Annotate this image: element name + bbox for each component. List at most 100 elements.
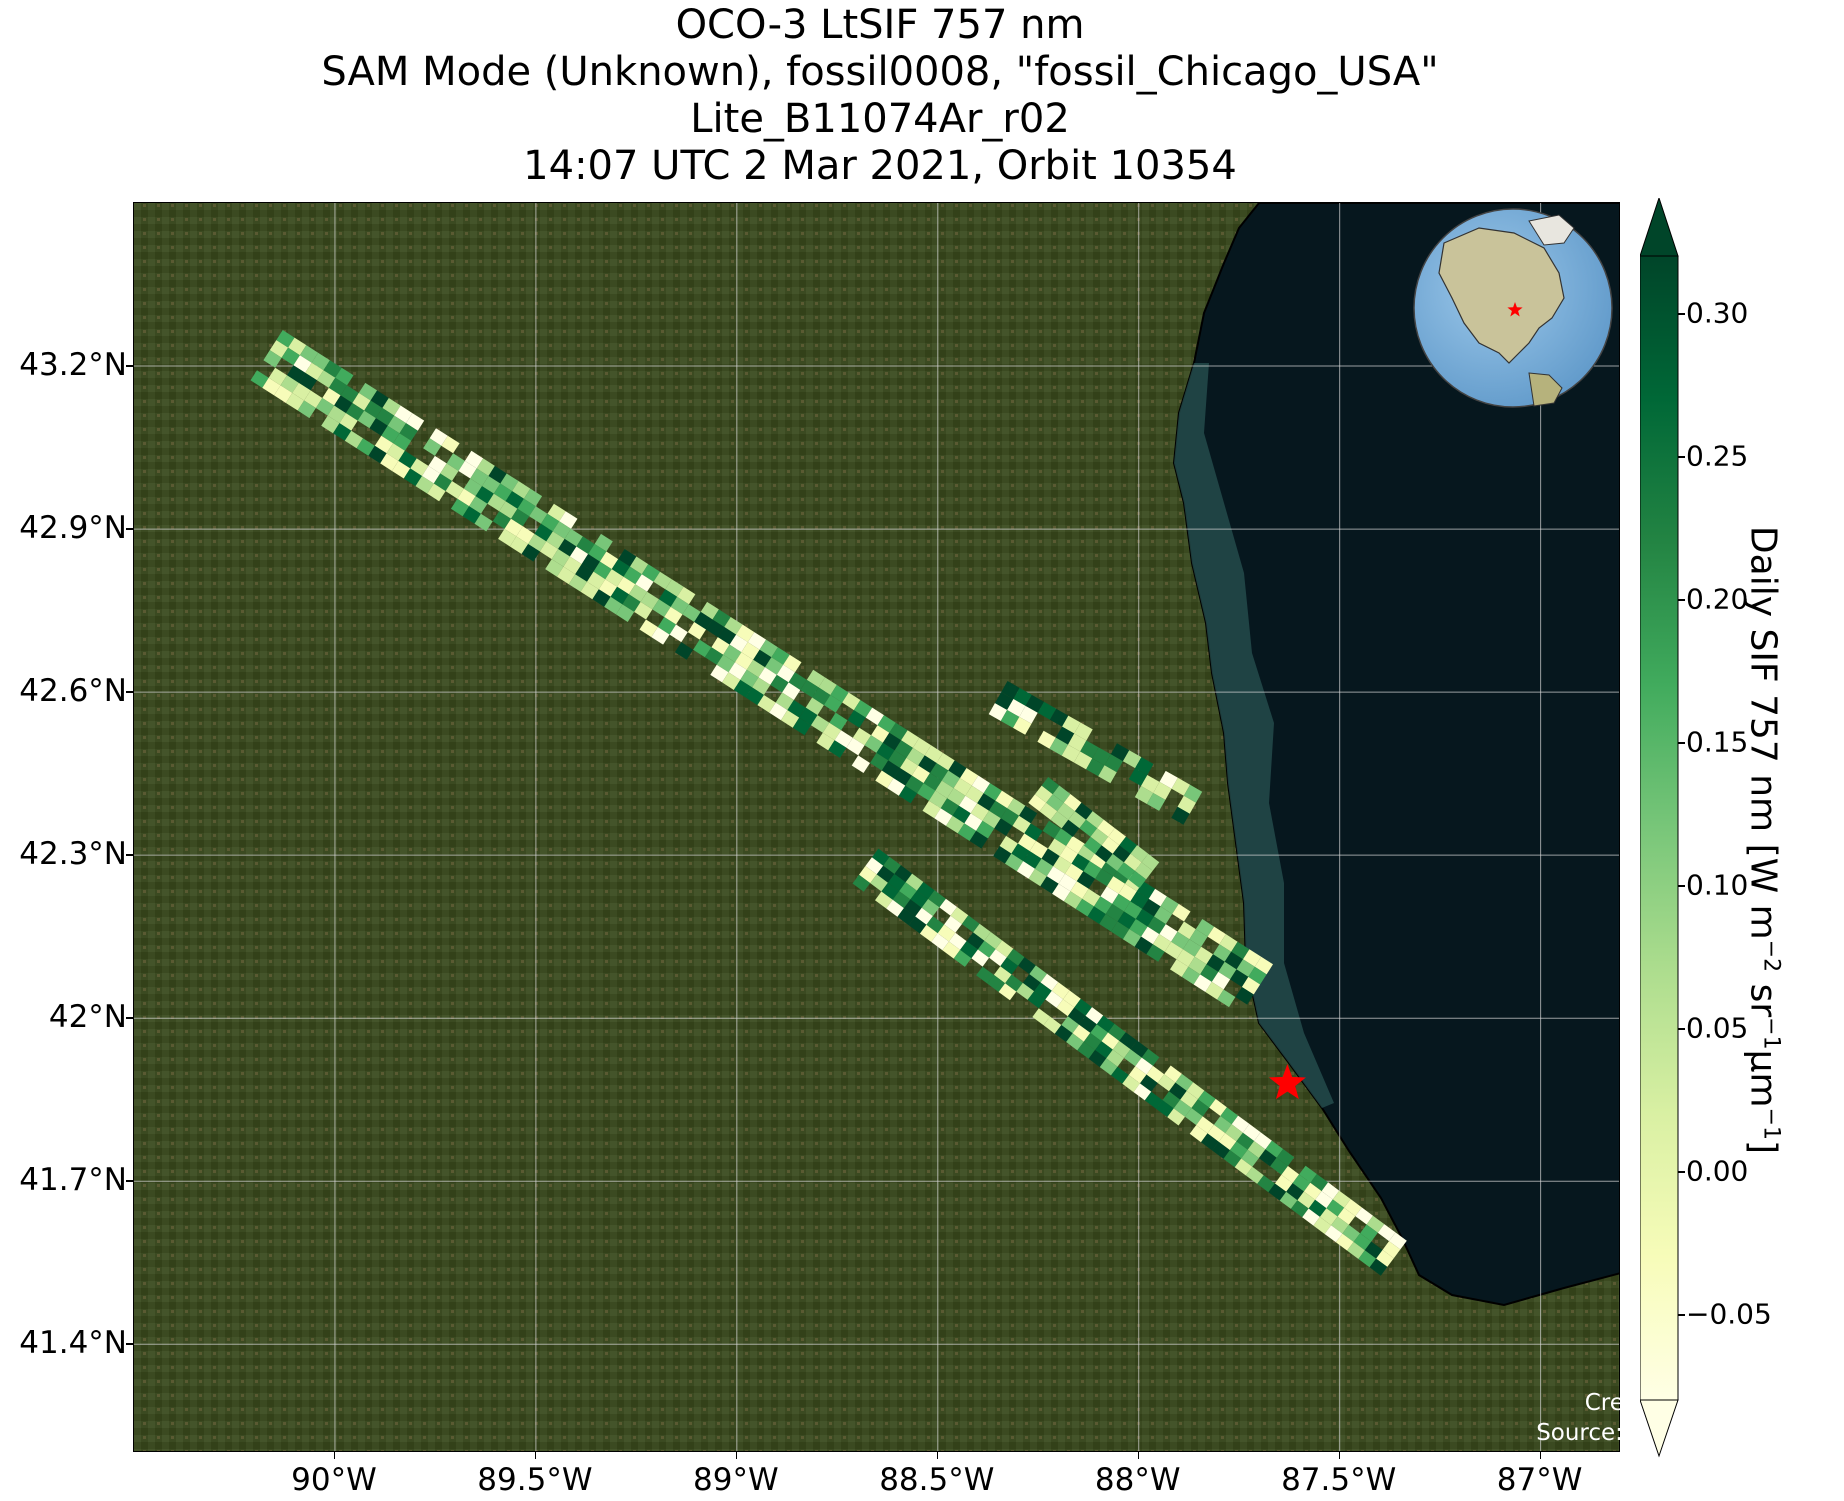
sif-footprint-cell (1124, 1049, 1142, 1067)
colorbar-tick-mark (1678, 742, 1685, 744)
colorbar-tick-label: 0.25 (1686, 439, 1749, 473)
sif-footprint-cell (1337, 1207, 1356, 1225)
sif-footprint-cell (1302, 1208, 1320, 1226)
sif-footprint-cell (281, 347, 300, 366)
sif-footprint-cell (977, 793, 996, 811)
sif-footprint-cell (1027, 991, 1046, 1009)
sif-footprint-cell (616, 604, 635, 622)
sif-footprint-cell (893, 768, 912, 786)
sif-footprint-cell (875, 891, 893, 909)
sif-footprint-cell (1130, 845, 1149, 863)
sif-footprint-cell (1050, 811, 1069, 829)
sif-footprint-cell (322, 387, 341, 406)
sif-footprint-cell (944, 915, 962, 933)
sif-footprint-cell (1171, 777, 1191, 796)
sif-footprint-cell (334, 395, 353, 414)
sif-footprint-cell (657, 617, 676, 635)
sif-footprint-cell (610, 586, 629, 605)
sif-footprint-cell (950, 907, 969, 925)
sif-footprint-cell (358, 382, 378, 401)
sif-footprint-cell (735, 652, 754, 670)
sif-footprint-cell (1130, 891, 1149, 909)
sif-footprint-cell (1011, 843, 1030, 862)
sif-footprint-cell (994, 692, 1014, 710)
sif-footprint-cell (323, 360, 342, 378)
sif-footprint-cell (370, 390, 389, 408)
lat-tick-mark (126, 1017, 133, 1019)
sif-footprint-cell (1111, 1066, 1129, 1084)
sif-footprint-cell (605, 569, 624, 587)
sif-footprint-cell (529, 506, 548, 524)
sif-footprint-cell (1182, 939, 1202, 957)
sif-footprint-cell (1106, 876, 1126, 894)
sif-footprint-cell (693, 639, 712, 658)
sif-footprint-cell (1039, 802, 1058, 820)
sif-footprint-cell (1043, 1016, 1062, 1034)
sif-footprint-cell (919, 924, 938, 942)
lat-tick-mark (126, 1180, 133, 1182)
colorbar-tick-mark (1678, 1314, 1685, 1316)
sif-footprint-cell (564, 528, 583, 547)
sif-footprint-cell (387, 415, 406, 434)
sif-footprint-cell (816, 732, 835, 751)
sif-footprint-cell (1016, 982, 1035, 1000)
sif-footprint-cell (305, 362, 324, 381)
sif-footprint-cell (440, 463, 459, 481)
map-panel[interactable] (133, 202, 1620, 1452)
sif-footprint-cell (262, 377, 281, 396)
map-canvas[interactable] (134, 203, 1620, 1452)
sif-footprint-cell (1297, 1191, 1316, 1209)
sif-footprint-cell (875, 770, 894, 789)
sif-footprint-cell (906, 747, 925, 766)
sif-footprint-cell (1342, 1224, 1361, 1242)
sif-footprint-cell (288, 337, 307, 356)
sif-footprint-cell (394, 405, 413, 424)
sif-footprint-cell (474, 513, 493, 532)
sif-footprint-cell (1191, 1099, 1210, 1117)
sif-footprint-cell (1082, 888, 1101, 907)
sif-footprint-cell (1331, 1216, 1349, 1234)
sif-footprint-cell (1186, 1082, 1205, 1100)
sif-footprint-cell (1200, 964, 1219, 982)
sif-footprint-cell (1094, 896, 1113, 914)
lon-tick-mark (936, 1452, 939, 1459)
sif-footprint-cell (653, 571, 672, 590)
sif-footprint-cell (942, 941, 961, 959)
sif-footprint-cell (652, 599, 671, 617)
sif-footprint-cell (1270, 1157, 1288, 1175)
sif-footprint-cell (745, 687, 764, 706)
title-line-4: 14:07 UTC 2 Mar 2021, Orbit 10354 (523, 143, 1237, 189)
sif-footprint-cell (617, 576, 636, 595)
sif-footprint-cell (970, 803, 989, 821)
sif-footprint-cell (998, 983, 1017, 1001)
sif-footprint-cell (769, 702, 788, 721)
sif-footprint-cell (328, 377, 347, 396)
sif-footprint-cell (1124, 901, 1143, 919)
sif-footprint-cell (973, 923, 991, 941)
sif-footprint-cell (716, 654, 735, 673)
colorbar-tick-label: −0.05 (1686, 1297, 1772, 1331)
sif-footprint-cell (545, 559, 564, 577)
lon-tick-label: 89.5°W (477, 1462, 593, 1498)
sif-footprint-cell (1112, 1040, 1131, 1058)
sif-footprint-cell (934, 808, 953, 826)
sif-footprint-cell (1279, 1191, 1298, 1209)
sif-footprint-cell (1146, 944, 1165, 962)
title-line-3: Lite_B11074Ar_r02 (690, 96, 1070, 142)
sif-footprint-cell (1189, 1125, 1208, 1143)
sif-footprint-cell (628, 584, 648, 602)
sif-footprint-cell (1141, 853, 1160, 871)
sif-footprint-cell (517, 498, 536, 517)
sif-footprint-cell (911, 765, 930, 784)
sif-footprint-cell (976, 820, 995, 839)
sif-footprint-cell (1389, 1232, 1407, 1250)
sif-footprint-cell (886, 899, 904, 917)
sif-footprint-cell (1095, 845, 1113, 863)
sif-footprint-cell (830, 684, 849, 703)
sif-footprint-cell (1231, 1115, 1250, 1133)
sif-footprint-cell (770, 674, 789, 693)
sif-footprint-cell (333, 423, 352, 441)
sif-footprint-cell (1077, 1041, 1095, 1059)
sif-footprint-cell (1061, 744, 1081, 763)
sif-footprint-cell (989, 800, 1008, 819)
